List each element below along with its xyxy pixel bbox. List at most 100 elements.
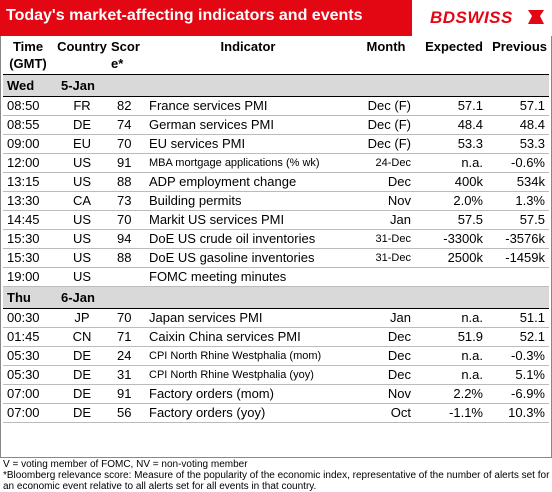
cell-time: 09:00 (3, 134, 53, 154)
cell-expected: n.a. (419, 365, 489, 385)
cell-score: 74 (111, 115, 143, 135)
cell-month: 31-Dec (353, 229, 419, 249)
table-row: 01:45 CN 71 Caixin China services PMI Dec 51.… (3, 327, 549, 347)
cell-country: US (53, 229, 111, 249)
cell-country: EU (53, 134, 111, 154)
table-row: 09:00 EU 70 EU services PMI Dec (F) 53.3 53.3 (3, 134, 549, 154)
cell-score: 88 (111, 172, 143, 192)
cell-time: 08:55 (3, 115, 53, 135)
cell-previous: -0.3% (489, 346, 549, 366)
cell-previous: 57.1 (489, 96, 549, 116)
table-row: 19:00 US FOMC meeting minutes (3, 267, 549, 287)
cell-expected: 400k (419, 172, 489, 192)
cell-score: 88 (111, 248, 143, 268)
cell-expected: 57.1 (419, 96, 489, 116)
table-row: 12:00 US 91 MBA mortgage applications (% wk… (3, 153, 549, 173)
cell-previous: 48.4 (489, 115, 549, 135)
cell-country: US (53, 210, 111, 230)
cell-previous: -1459k (489, 248, 549, 268)
header-month: Month (366, 39, 406, 54)
cell-country: DE (53, 346, 111, 366)
cell-time: 08:50 (3, 96, 53, 116)
cell-month: Jan (353, 210, 419, 230)
table-row: 05:30 DE 24 CPI North Rhine Westphalia (mom… (3, 346, 549, 366)
cell-expected: n.a. (419, 153, 489, 173)
cell-score: 73 (111, 191, 143, 211)
cell-indicator: ADP employment change (143, 172, 353, 192)
cell-previous: 1.3% (489, 191, 549, 211)
day-name: Wed (3, 74, 53, 97)
cell-previous (489, 267, 549, 287)
cell-score: 82 (111, 96, 143, 116)
cell-month: Oct (353, 403, 419, 423)
cell-indicator: DoE US crude oil inventories (143, 229, 353, 249)
footnote-score: *Bloomberg relevance score: Measure of t… (3, 470, 550, 492)
cell-indicator: Japan services PMI (143, 308, 353, 328)
cell-month: Nov (353, 384, 419, 404)
cell-country: FR (53, 96, 111, 116)
footnotes: V = voting member of FOMC, NV = non-voti… (3, 459, 551, 492)
cell-time: 01:45 (3, 327, 53, 347)
cell-expected: 2.0% (419, 191, 489, 211)
cell-country: DE (53, 365, 111, 385)
cell-time: 15:30 (3, 248, 53, 268)
cell-time: 19:00 (3, 267, 53, 287)
cell-indicator: EU services PMI (143, 134, 353, 154)
cell-country: DE (53, 384, 111, 404)
day-date: 6-Jan (53, 286, 549, 309)
cell-previous: -0.6% (489, 153, 549, 173)
cell-country: DE (53, 403, 111, 423)
header-indicator: Indicator (220, 39, 276, 54)
cell-country: US (53, 248, 111, 268)
cell-indicator: France services PMI (143, 96, 353, 116)
day-row: Wed 5-Jan (3, 74, 549, 97)
header-time: Time (GMT) (9, 39, 47, 71)
cell-time: 07:00 (3, 384, 53, 404)
table-row: 14:45 US 70 Markit US services PMI Jan 57.5 57… (3, 210, 549, 230)
table-row: 13:30 CA 73 Building permits Nov 2.0% 1.3% (3, 191, 549, 211)
cell-month: Jan (353, 308, 419, 328)
cell-time: 13:15 (3, 172, 53, 192)
day-row: Thu 6-Jan (3, 286, 549, 309)
cell-expected: 51.9 (419, 327, 489, 347)
cell-time: 13:30 (3, 191, 53, 211)
cell-expected: 2500k (419, 248, 489, 268)
cell-score: 56 (111, 403, 143, 423)
cell-time: 07:00 (3, 403, 53, 423)
cell-expected: 2.2% (419, 384, 489, 404)
header-score: Score* (111, 39, 140, 71)
header-country: Country (57, 39, 107, 54)
cell-country: DE (53, 115, 111, 135)
cell-country: JP (53, 308, 111, 328)
cell-expected (419, 267, 489, 287)
cell-previous: -6.9% (489, 384, 549, 404)
cell-previous: -3576k (489, 229, 549, 249)
cell-expected: -3300k (419, 229, 489, 249)
cell-indicator: Caixin China services PMI (143, 327, 353, 347)
table-row: 13:15 US 88 ADP employment change Dec 400k 534… (3, 172, 549, 192)
cell-score: 70 (111, 210, 143, 230)
cell-month: Dec (F) (353, 115, 419, 135)
cell-score: 71 (111, 327, 143, 347)
cell-time: 15:30 (3, 229, 53, 249)
cell-previous: 10.3% (489, 403, 549, 423)
cell-month: Nov (353, 191, 419, 211)
indicators-table: Time (GMT) Country Score* Indicator Mont… (3, 37, 549, 423)
cell-indicator: CPI North Rhine Westphalia (mom) (143, 346, 353, 366)
cell-country: US (53, 172, 111, 192)
cell-time: 00:30 (3, 308, 53, 328)
cell-month: Dec (F) (353, 134, 419, 154)
table-row: 15:30 US 94 DoE US crude oil inventories 31-… (3, 229, 549, 249)
cell-previous: 53.3 (489, 134, 549, 154)
cell-expected: n.a. (419, 308, 489, 328)
cell-expected: 57.5 (419, 210, 489, 230)
cell-score: 91 (111, 153, 143, 173)
table-row: 07:00 DE 91 Factory orders (mom) Nov 2.2% -6.9… (3, 384, 549, 404)
cell-previous: 51.1 (489, 308, 549, 328)
cell-previous: 534k (489, 172, 549, 192)
cell-score: 94 (111, 229, 143, 249)
title-bar: Today's market-affecting indicators and … (0, 0, 552, 36)
brand-logo: BDSWISS (411, 0, 552, 36)
cell-indicator: CPI North Rhine Westphalia (yoy) (143, 365, 353, 385)
table-row: 00:30 JP 70 Japan services PMI Jan n.a. 51.1 (3, 308, 549, 328)
